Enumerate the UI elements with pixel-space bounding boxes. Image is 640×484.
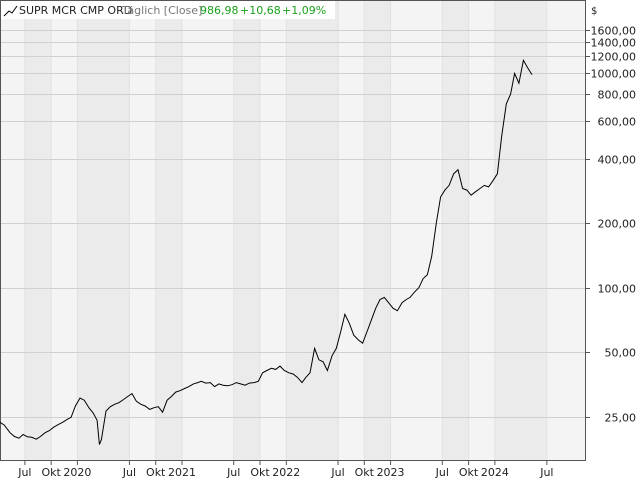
price-line bbox=[0, 58, 533, 445]
header-background bbox=[1, 1, 335, 19]
x-tick-label: Jul bbox=[17, 466, 31, 479]
y-tick-label: 1000,00 bbox=[591, 68, 637, 81]
horizontal-gridlines bbox=[0, 30, 586, 418]
y-tick-label: 25,00 bbox=[605, 412, 637, 425]
x-tick-label: Jul bbox=[435, 466, 449, 479]
quarter-band bbox=[182, 0, 234, 461]
y-tick-label: 1200,00 bbox=[591, 51, 637, 64]
quarter-band bbox=[390, 0, 443, 461]
quarter-band bbox=[233, 0, 260, 461]
y-tick-label: 200,00 bbox=[598, 218, 637, 231]
quarter-band bbox=[442, 0, 469, 461]
y-axis: 25,00 50,00 100,00 200,00 400,00 600,00 800,00… bbox=[586, 25, 636, 425]
x-tick-label: 2020 bbox=[63, 466, 91, 479]
x-tick-label: Jul bbox=[539, 466, 553, 479]
quarter-band bbox=[468, 0, 495, 461]
y-tick-label: 50,00 bbox=[605, 347, 637, 360]
change-absolute: +10,68 bbox=[240, 4, 281, 17]
x-tick-label: 2022 bbox=[272, 466, 300, 479]
quarter-band bbox=[24, 0, 52, 461]
y-tick-label: 400,00 bbox=[598, 154, 637, 167]
quarter-band bbox=[286, 0, 338, 461]
x-tick-label: Jul bbox=[330, 466, 344, 479]
quarter-band bbox=[51, 0, 78, 461]
quarter-band bbox=[129, 0, 156, 461]
x-tick-label: Jul bbox=[226, 466, 240, 479]
y-tick-label: 600,00 bbox=[598, 116, 637, 129]
quarter-band bbox=[338, 0, 365, 461]
quarter-band bbox=[364, 0, 391, 461]
plot-area-frame bbox=[0, 0, 586, 461]
y-tick-label: 1600,00 bbox=[591, 25, 637, 38]
quarter-band bbox=[260, 0, 287, 461]
currency-label: $ bbox=[591, 6, 597, 17]
last-price: 986,98 bbox=[200, 4, 239, 17]
y-tick-label: 800,00 bbox=[598, 89, 637, 102]
x-tick-label: Okt bbox=[146, 466, 166, 479]
x-axis: Jul Okt 2020 Jul Okt 2021 Jul Okt 2022 Jul Okt 2023… bbox=[17, 461, 553, 479]
quarter-bands bbox=[0, 0, 586, 461]
y-tick-label: 100,00 bbox=[598, 283, 637, 296]
quarter-band bbox=[494, 0, 547, 461]
change-percent: +1,09% bbox=[282, 4, 326, 17]
x-tick-label: Okt bbox=[41, 466, 61, 479]
interval-label: Täglich [Close] bbox=[121, 4, 202, 17]
x-tick-label: Jul bbox=[122, 466, 136, 479]
line-chart-icon bbox=[3, 5, 18, 17]
quarter-band bbox=[77, 0, 130, 461]
header-bar: SUPR MCR CMP ORD Täglich [Close] 986,98 … bbox=[3, 4, 326, 17]
x-tick-label: Okt bbox=[250, 466, 270, 479]
x-tick-label: 2024 bbox=[481, 466, 509, 479]
quarter-band bbox=[0, 0, 25, 461]
x-tick-label: 2021 bbox=[168, 466, 196, 479]
quarter-band bbox=[155, 0, 182, 461]
x-tick-label: Okt bbox=[355, 466, 375, 479]
y-tick-label: 1400,00 bbox=[591, 37, 637, 50]
quarter-band bbox=[546, 0, 586, 461]
instrument-name: SUPR MCR CMP ORD bbox=[19, 4, 132, 17]
x-tick-label: 2023 bbox=[377, 466, 405, 479]
x-tick-label: Okt bbox=[459, 466, 479, 479]
